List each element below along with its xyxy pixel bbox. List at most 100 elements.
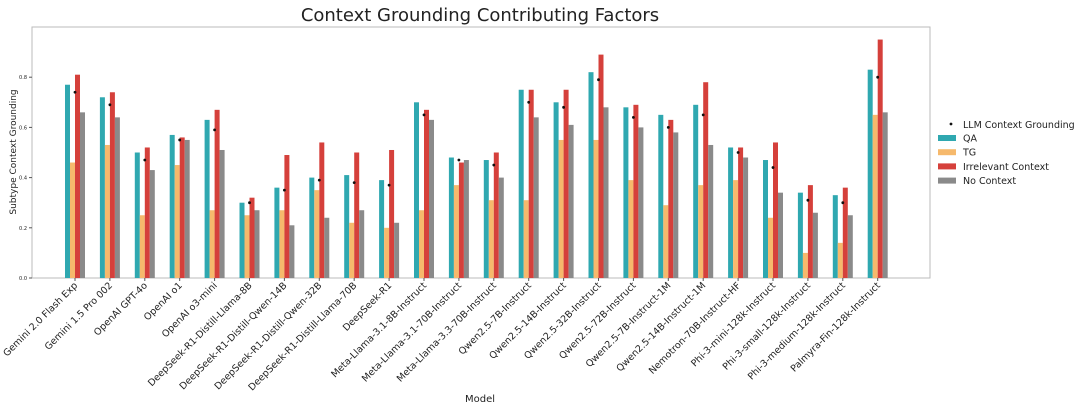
bar-no-context xyxy=(149,170,155,278)
bar-tg xyxy=(698,185,704,278)
bar-no-context xyxy=(708,144,714,278)
plot-area xyxy=(31,26,931,279)
bar-no-context xyxy=(114,117,120,278)
bar-qa xyxy=(728,147,734,278)
bar-irrelevant-context xyxy=(424,109,429,278)
bar-irrelevant-context xyxy=(493,152,499,278)
bar-no-context xyxy=(812,212,818,278)
legend-swatch-tg xyxy=(938,149,956,156)
llm-context-grounding-point xyxy=(387,183,391,187)
bar-no-context xyxy=(743,157,749,278)
legend-label: LLM Context Grounding xyxy=(963,120,1075,131)
bar-no-context xyxy=(498,177,504,278)
bar-no-context xyxy=(778,192,783,278)
bar-qa xyxy=(274,187,280,278)
llm-context-grounding-point xyxy=(143,158,147,162)
bar-irrelevant-context xyxy=(179,137,185,278)
bar-tg xyxy=(872,114,878,278)
llm-context-grounding-point xyxy=(876,75,880,79)
bar-no-context xyxy=(882,112,888,278)
bar-qa xyxy=(239,202,245,278)
bar-qa xyxy=(553,102,559,278)
bar-no-context xyxy=(289,225,295,278)
legend-swatch-no-context xyxy=(938,177,956,184)
legend-marker-llm-context-grounding xyxy=(949,122,953,126)
bar-irrelevant-context xyxy=(284,155,290,278)
legend-label: Irrelevant Context xyxy=(963,162,1049,173)
bar-qa xyxy=(134,152,140,278)
y-axis-label: Subtype Context Grounding xyxy=(9,89,19,214)
bar-irrelevant-context xyxy=(807,185,813,278)
bar-qa xyxy=(832,195,838,278)
y-axis: 0.0 0.2 0.4 0.6 0.8 xyxy=(19,75,32,282)
llm-context-grounding-point xyxy=(178,138,182,142)
llm-context-grounding-point xyxy=(666,126,670,129)
y-tick-label: 0.4 xyxy=(19,176,27,182)
x-tick-label: Gemini 1.5 Pro 002 xyxy=(43,280,115,352)
llm-context-grounding-point xyxy=(108,103,112,107)
bar-tg xyxy=(244,215,250,278)
bar-no-context xyxy=(359,210,365,278)
llm-context-grounding-point xyxy=(352,181,356,185)
bar-tg xyxy=(104,144,110,278)
bar-tg xyxy=(70,162,75,278)
llm-context-grounding-point xyxy=(248,201,251,205)
bar-no-context xyxy=(847,215,853,278)
legend-label: QA xyxy=(963,134,977,145)
y-tick-label: 0.0 xyxy=(19,276,27,282)
bar-qa xyxy=(763,160,768,278)
llm-context-grounding-point xyxy=(841,201,845,205)
bar-tg xyxy=(837,242,843,278)
bar-tg xyxy=(279,210,285,278)
bar-tg xyxy=(419,210,424,278)
bar-no-context xyxy=(184,139,190,278)
bar-qa xyxy=(797,192,803,278)
y-tick-label: 0.8 xyxy=(19,75,27,81)
bar-tg xyxy=(139,215,145,278)
llm-context-grounding-point xyxy=(632,115,635,119)
llm-context-grounding-point xyxy=(213,128,217,132)
bar-qa xyxy=(379,180,385,278)
legend-swatch-qa xyxy=(938,135,956,141)
bar-irrelevant-context xyxy=(109,92,115,278)
bar-qa xyxy=(344,175,350,278)
bar-irrelevant-context xyxy=(528,89,534,278)
bar-irrelevant-context xyxy=(773,142,778,278)
bar-tg xyxy=(488,200,494,278)
y-tick-label: 0.2 xyxy=(19,226,27,232)
bar-tg xyxy=(174,165,180,278)
bar-tg xyxy=(768,217,773,278)
bar-no-context xyxy=(429,119,434,279)
bar-tg xyxy=(209,210,215,278)
bar-no-context xyxy=(533,117,539,278)
bar-qa xyxy=(623,107,629,278)
bar-no-context xyxy=(324,217,330,278)
legend-label: No Context xyxy=(963,176,1016,187)
bar-tg xyxy=(453,185,459,278)
bar-qa xyxy=(658,114,664,278)
bar-tg xyxy=(593,139,599,278)
llm-context-grounding-point xyxy=(317,178,321,182)
bar-irrelevant-context xyxy=(249,197,255,278)
llm-context-grounding-point xyxy=(736,151,740,154)
llm-context-grounding-point xyxy=(283,188,286,192)
bar-irrelevant-context xyxy=(319,142,325,278)
bar-qa xyxy=(867,69,873,278)
bar-qa xyxy=(309,177,315,278)
bar-no-context xyxy=(568,124,574,278)
llm-context-grounding-point xyxy=(562,105,565,109)
bar-qa xyxy=(518,89,524,278)
bar-tg xyxy=(802,252,808,278)
y-tick-label: 0.6 xyxy=(19,125,27,131)
llm-context-grounding-point xyxy=(701,113,705,117)
llm-context-grounding-point xyxy=(806,198,810,202)
legend-label: TG xyxy=(962,148,976,159)
bar-qa xyxy=(588,72,594,279)
bar-qa xyxy=(414,102,419,278)
bar-irrelevant-context xyxy=(842,187,848,278)
bar-irrelevant-context xyxy=(877,39,883,278)
llm-context-grounding-point xyxy=(457,158,461,162)
llm-context-grounding-point xyxy=(771,166,775,169)
bar-no-context xyxy=(673,132,679,278)
